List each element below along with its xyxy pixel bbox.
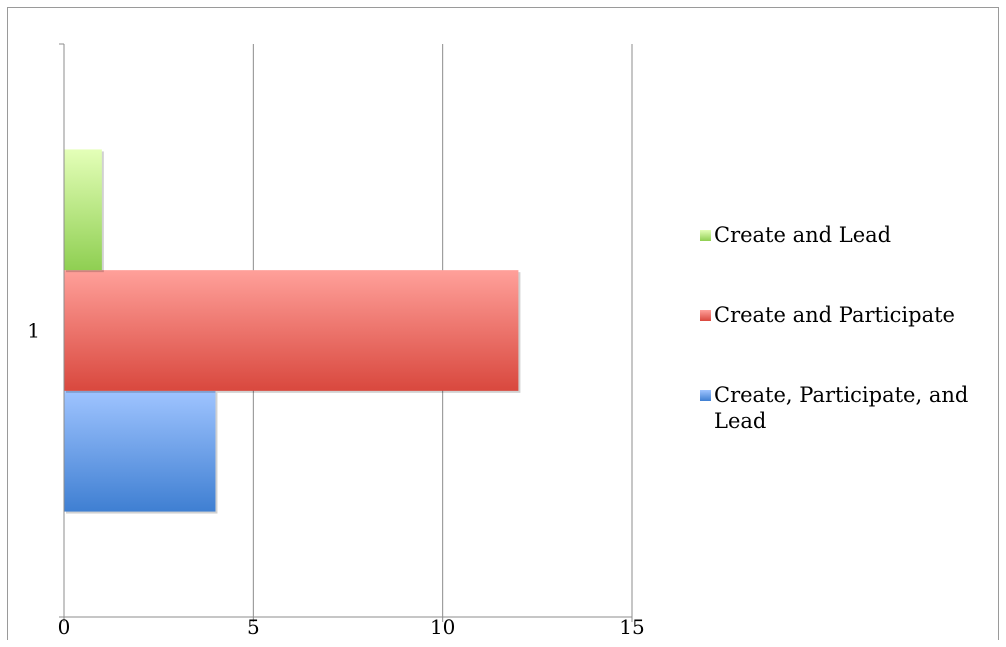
legend-item-create-and-participate: Create and Participate bbox=[700, 302, 984, 328]
x-tick-label-15: 15 bbox=[619, 615, 644, 639]
legend-swatch-create-and-participate bbox=[700, 310, 711, 321]
legend-item-create-participate-and-lead: Create, Participate, and Lead bbox=[700, 382, 984, 434]
bar-create-and-lead bbox=[64, 149, 102, 271]
bar-create-participate-and-lead bbox=[64, 390, 216, 512]
bar-layer bbox=[64, 149, 521, 514]
legend-label-create-and-lead: Create and Lead bbox=[714, 223, 892, 247]
legend-item-create-and-lead: Create and Lead bbox=[700, 222, 984, 248]
legend-label-create-and-participate: Create and Participate bbox=[714, 303, 955, 327]
legend-swatch-create-and-lead bbox=[700, 230, 711, 241]
x-tick-label-0: 0 bbox=[58, 615, 71, 639]
x-tick-label-5: 5 bbox=[247, 615, 260, 639]
axis-layer: 0 5 10 15 1 bbox=[27, 43, 645, 639]
x-tick-label-10: 10 bbox=[430, 615, 455, 639]
legend-swatch-create-participate-and-lead bbox=[700, 390, 711, 401]
bar-create-and-participate bbox=[64, 270, 519, 391]
legend-label-create-participate-and-lead: Create, Participate, and Lead bbox=[714, 383, 969, 433]
y-tick-label-1: 1 bbox=[27, 319, 40, 343]
